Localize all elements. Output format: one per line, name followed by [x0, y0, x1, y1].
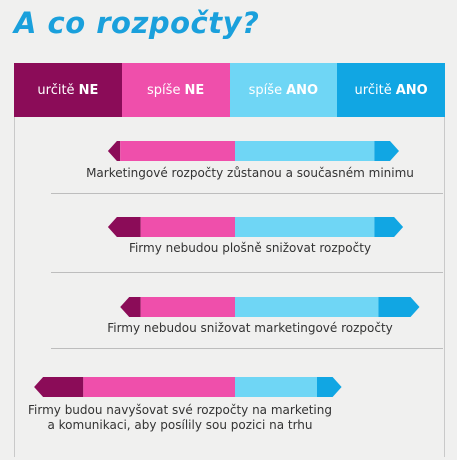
bar-segment-rather-no-row-4: [83, 377, 235, 397]
legend-item-rather-no: spíše NE: [121, 63, 230, 117]
chart-frame: Marketingové rozpočty zůstanou a současn…: [14, 117, 445, 457]
stacked-bar-chart: [34, 141, 420, 397]
legend-item-rather-yes-pre: spíše: [248, 82, 283, 98]
legend-item-rather-no-pre: spíše: [147, 82, 181, 98]
bar-segment-rather-no-row-3: [140, 297, 235, 317]
bar-segment-definitely-yes-row-3: [378, 297, 420, 317]
bar-segment-definitely-yes-row-4: [317, 377, 342, 397]
bar-segment-definitely-no-row-1: [107, 141, 121, 161]
bar-segment-rather-yes-row-2: [235, 217, 375, 237]
divider-1: [51, 193, 443, 194]
item-label-1: Marketingové rozpočty zůstanou a současn…: [86, 166, 414, 180]
bar-segment-definitely-no-row-2: [107, 217, 141, 237]
chart-title: A co rozpočty?: [14, 6, 260, 40]
divider-3: [51, 348, 443, 349]
bar-segment-definitely-no-row-4: [34, 377, 84, 397]
item-label-4: Firmy budou navyšovat své rozpočty na ma…: [28, 403, 332, 432]
legend: určitě NE spíše NE spíše ANO určitě ANO: [14, 63, 445, 117]
legend-item-definitely-no-bold: NE: [78, 82, 99, 98]
item-label-2: Firmy nebudou plošně snižovat rozpočty: [128, 241, 372, 255]
bar-segment-rather-no-row-2: [140, 217, 235, 237]
bar-segment-rather-yes-row-4: [235, 377, 317, 397]
legend-item-rather-no-bold: NE: [184, 82, 205, 98]
legend-item-definitely-no: určitě NE: [14, 63, 122, 117]
legend-item-rather-yes: spíše ANO: [229, 63, 338, 117]
legend-item-definitely-yes-pre: určitě: [354, 82, 392, 98]
bar-segment-definitely-no-row-3: [120, 297, 141, 317]
legend-item-definitely-yes: určitě ANO: [337, 63, 445, 117]
divider-2: [51, 272, 443, 273]
bar-segment-rather-yes-row-1: [235, 141, 375, 161]
legend-item-definitely-yes-bold: ANO: [395, 82, 428, 98]
legend-item-definitely-no-pre: určitě: [37, 82, 75, 98]
bar-segment-rather-yes-row-3: [235, 297, 379, 317]
bar-segment-rather-no-row-1: [120, 141, 235, 161]
item-label-3: Firmy nebudou snižovat marketingové rozp…: [107, 321, 393, 335]
bar-segment-definitely-yes-row-1: [374, 141, 399, 161]
bar-segment-definitely-yes-row-2: [374, 217, 404, 237]
legend-item-rather-yes-bold: ANO: [286, 82, 319, 98]
